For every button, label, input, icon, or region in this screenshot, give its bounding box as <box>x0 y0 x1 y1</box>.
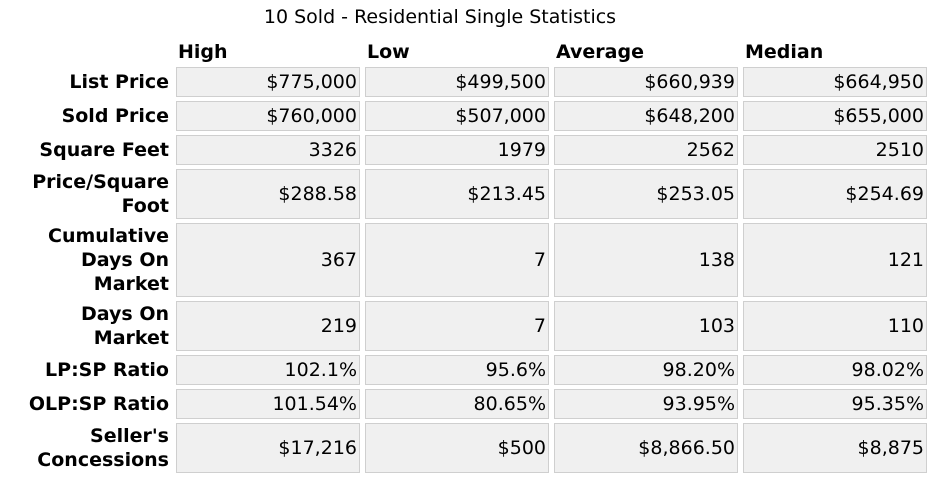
row-label: Price/Square Foot <box>32 171 169 217</box>
value-average: $8,866.50 <box>554 423 738 473</box>
value-median: 98.02% <box>743 355 927 385</box>
value-average: $648,200 <box>554 101 738 131</box>
column-header-average: Average <box>556 41 644 63</box>
value-average: $660,939 <box>554 67 738 97</box>
value-average: 2562 <box>554 135 738 165</box>
row-square-feet: Square Feet 3326 1979 2562 2510 <box>21 135 927 165</box>
value-high: 367 <box>176 223 360 297</box>
value-high: $760,000 <box>176 101 360 131</box>
value-median: $655,000 <box>743 101 927 131</box>
value-high: 102.1% <box>176 355 360 385</box>
value-median: 95.35% <box>743 389 927 419</box>
value-average: 103 <box>554 301 738 351</box>
row-sold-price: Sold Price $760,000 $507,000 $648,200 $6… <box>21 101 927 131</box>
row-label: Cumulative Days On Market <box>48 225 169 295</box>
value-low: 80.65% <box>365 389 549 419</box>
row-label: OLP:SP Ratio <box>28 393 169 415</box>
row-label: Sold Price <box>61 105 169 127</box>
value-median: $664,950 <box>743 67 927 97</box>
value-high: 3326 <box>176 135 360 165</box>
value-average: 138 <box>554 223 738 297</box>
value-average: 93.95% <box>554 389 738 419</box>
row-label: Days On Market <box>81 303 169 349</box>
value-average: 98.20% <box>554 355 738 385</box>
value-average: $253.05 <box>554 169 738 219</box>
value-low: $213.45 <box>365 169 549 219</box>
value-median: 2510 <box>743 135 927 165</box>
value-high: $17,216 <box>176 423 360 473</box>
value-low: $507,000 <box>365 101 549 131</box>
row-label: Square Feet <box>39 139 169 161</box>
row-list-price: List Price $775,000 $499,500 $660,939 $6… <box>21 67 927 97</box>
value-low: 95.6% <box>365 355 549 385</box>
row-sellers-concessions: Seller's Concessions $17,216 $500 $8,866… <box>21 423 927 473</box>
header-row: High Low Average Median <box>21 37 927 63</box>
value-low: 7 <box>365 223 549 297</box>
value-median: 121 <box>743 223 927 297</box>
table-caption: 10 Sold - Residential Single Statistics <box>263 6 617 28</box>
value-low: $499,500 <box>365 67 549 97</box>
value-low: 7 <box>365 301 549 351</box>
column-header-median: Median <box>745 41 824 63</box>
row-price-per-square-foot: Price/Square Foot $288.58 $213.45 $253.0… <box>21 169 927 219</box>
value-high: 101.54% <box>176 389 360 419</box>
row-label: LP:SP Ratio <box>45 359 169 381</box>
row-olp-sp-ratio: OLP:SP Ratio 101.54% 80.65% 93.95% 95.35… <box>21 389 927 419</box>
row-cumulative-days-on-market: Cumulative Days On Market 367 7 138 121 <box>21 223 927 297</box>
row-label: List Price <box>69 71 169 93</box>
value-high: 219 <box>176 301 360 351</box>
value-low: $500 <box>365 423 549 473</box>
value-median: 110 <box>743 301 927 351</box>
row-lp-sp-ratio: LP:SP Ratio 102.1% 95.6% 98.20% 98.02% <box>21 355 927 385</box>
column-header-low: Low <box>367 41 410 63</box>
statistics-table: High Low Average Median List Price $775,… <box>16 33 932 477</box>
corner-cell <box>21 37 171 63</box>
value-high: $775,000 <box>176 67 360 97</box>
value-median: $254.69 <box>743 169 927 219</box>
row-days-on-market: Days On Market 219 7 103 110 <box>21 301 927 351</box>
row-label: Seller's Concessions <box>37 425 169 471</box>
value-low: 1979 <box>365 135 549 165</box>
value-high: $288.58 <box>176 169 360 219</box>
value-median: $8,875 <box>743 423 927 473</box>
column-header-high: High <box>178 41 228 63</box>
